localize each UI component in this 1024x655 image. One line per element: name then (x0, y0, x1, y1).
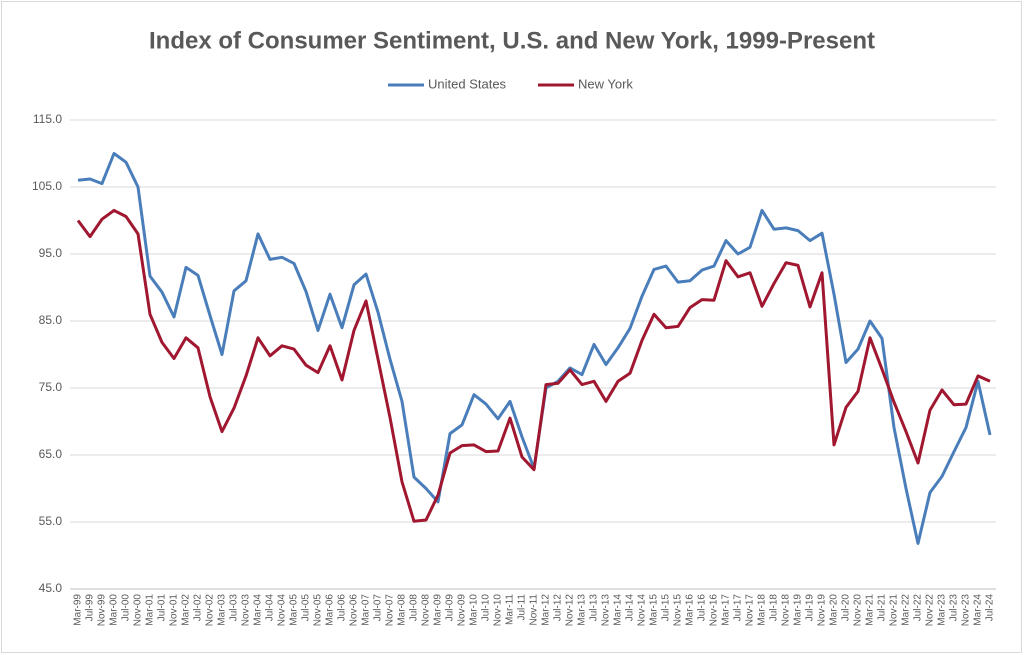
series-line (76, 208, 991, 523)
x-tick-label: Mar-22 (901, 594, 912, 626)
legend-label: New York (578, 76, 633, 91)
x-tick-label: Jul-09 (445, 594, 456, 622)
x-tick-label: Nov-18 (781, 594, 792, 627)
x-tick-label: Nov-13 (601, 594, 612, 627)
x-tick-label: Jul-99 (85, 594, 96, 622)
x-tick-label: Nov-06 (349, 594, 360, 627)
chart-title: Index of Consumer Sentiment, U.S. and Ne… (149, 27, 875, 54)
x-tick-label: Nov-16 (709, 594, 720, 627)
x-tick-label: Nov-17 (745, 594, 756, 627)
x-tick-label: Mar-13 (577, 594, 588, 626)
x-tick-label: Mar-14 (613, 594, 624, 626)
x-tick-label: Jul-16 (697, 594, 708, 622)
y-tick-label: 95.0 (39, 246, 63, 260)
x-tick-label: Jul-14 (625, 594, 636, 622)
x-tick-label: Nov-08 (421, 594, 432, 627)
x-tick-label: Mar-06 (325, 594, 336, 626)
x-tick-label: Mar-18 (757, 594, 768, 626)
x-tick-label: Jul-20 (841, 594, 852, 622)
x-tick-label: Mar-16 (685, 594, 696, 626)
x-tick-label: Nov-99 (97, 594, 108, 627)
x-tick-label: Jul-05 (301, 594, 312, 622)
x-tick-label: Nov-09 (457, 594, 468, 627)
x-tick-label: Jul-21 (877, 594, 888, 622)
x-tick-label: Mar-03 (217, 594, 228, 626)
x-tick-label: Mar-17 (721, 594, 732, 626)
x-tick-label: Mar-05 (289, 594, 300, 626)
x-tick-label: Nov-04 (277, 594, 288, 627)
x-tick-label: Nov-05 (313, 594, 324, 627)
x-tick-label: Nov-22 (925, 594, 936, 627)
y-tick-label: 55.0 (39, 514, 63, 528)
x-tick-label: Jul-00 (121, 594, 132, 622)
y-tick-label: 45.0 (39, 581, 63, 595)
x-tick-label: Mar-12 (541, 594, 552, 626)
x-tick-label: Nov-01 (169, 594, 180, 627)
x-tick-label: Jul-07 (373, 594, 384, 622)
y-tick-label: 85.0 (39, 313, 63, 327)
legend-label: United States (428, 76, 507, 91)
x-tick-label: Mar-09 (433, 594, 444, 626)
x-tick-label: Jul-10 (481, 594, 492, 622)
x-tick-label: Nov-20 (853, 594, 864, 627)
x-tick-label: Nov-21 (889, 594, 900, 627)
x-tick-label: Mar-00 (109, 594, 120, 626)
x-tick-label: Nov-07 (385, 594, 396, 627)
x-tick-label: Mar-01 (145, 594, 156, 626)
x-tick-label: Nov-23 (961, 594, 972, 627)
x-tick-label: Jul-15 (661, 594, 672, 622)
x-tick-label: Mar-08 (397, 594, 408, 626)
x-tick-label: Jul-06 (337, 594, 348, 622)
x-tick-label: Jul-18 (769, 594, 780, 622)
y-tick-label: 105.0 (32, 179, 62, 193)
x-tick-label: Mar-15 (649, 594, 660, 626)
x-tick-label: Mar-07 (361, 594, 372, 626)
y-tick-label: 75.0 (39, 380, 63, 394)
x-tick-label: Mar-04 (253, 594, 264, 626)
x-tick-label: Nov-02 (205, 594, 216, 627)
x-tick-label: Jul-22 (913, 594, 924, 622)
x-tick-label: Jul-02 (193, 594, 204, 622)
y-tick-label: 115.0 (33, 112, 62, 126)
x-tick-label: Jul-13 (589, 594, 600, 622)
x-tick-label: Mar-10 (469, 594, 480, 626)
x-tick-label: Mar-11 (505, 594, 516, 625)
x-tick-label: Jul-17 (733, 594, 744, 622)
x-tick-label: Nov-03 (241, 594, 252, 627)
x-tick-label: Mar-24 (973, 594, 984, 626)
x-tick-label: Jul-23 (949, 594, 960, 622)
x-tick-label: Mar-20 (829, 594, 840, 626)
x-tick-label: Mar-19 (793, 594, 804, 626)
x-tick-label: Nov-11 (529, 594, 540, 626)
x-tick-label: Nov-12 (565, 594, 576, 627)
x-tick-label: Jul-12 (553, 594, 564, 622)
x-tick-label: Jul-01 (157, 594, 168, 622)
y-tick-label: 65.0 (39, 447, 63, 461)
x-tick-label: Nov-19 (817, 594, 828, 627)
x-tick-label: Mar-21 (865, 594, 876, 626)
x-tick-label: Mar-02 (181, 594, 192, 626)
x-tick-label: Jul-04 (265, 594, 276, 622)
x-tick-label: Jul-19 (805, 594, 816, 622)
x-tick-label: Jul-24 (985, 594, 996, 622)
x-tick-label: Nov-10 (493, 594, 504, 627)
x-tick-label: Nov-14 (637, 594, 648, 627)
x-tick-label: Jul-03 (229, 594, 240, 622)
x-tick-label: Nov-00 (133, 594, 144, 627)
x-tick-label: Mar-99 (73, 594, 84, 626)
x-tick-label: Jul-08 (409, 594, 420, 622)
x-tick-label: Nov-15 (673, 594, 684, 627)
x-tick-label: Jul-11 (517, 594, 528, 621)
x-tick-label: Mar-23 (937, 594, 948, 626)
